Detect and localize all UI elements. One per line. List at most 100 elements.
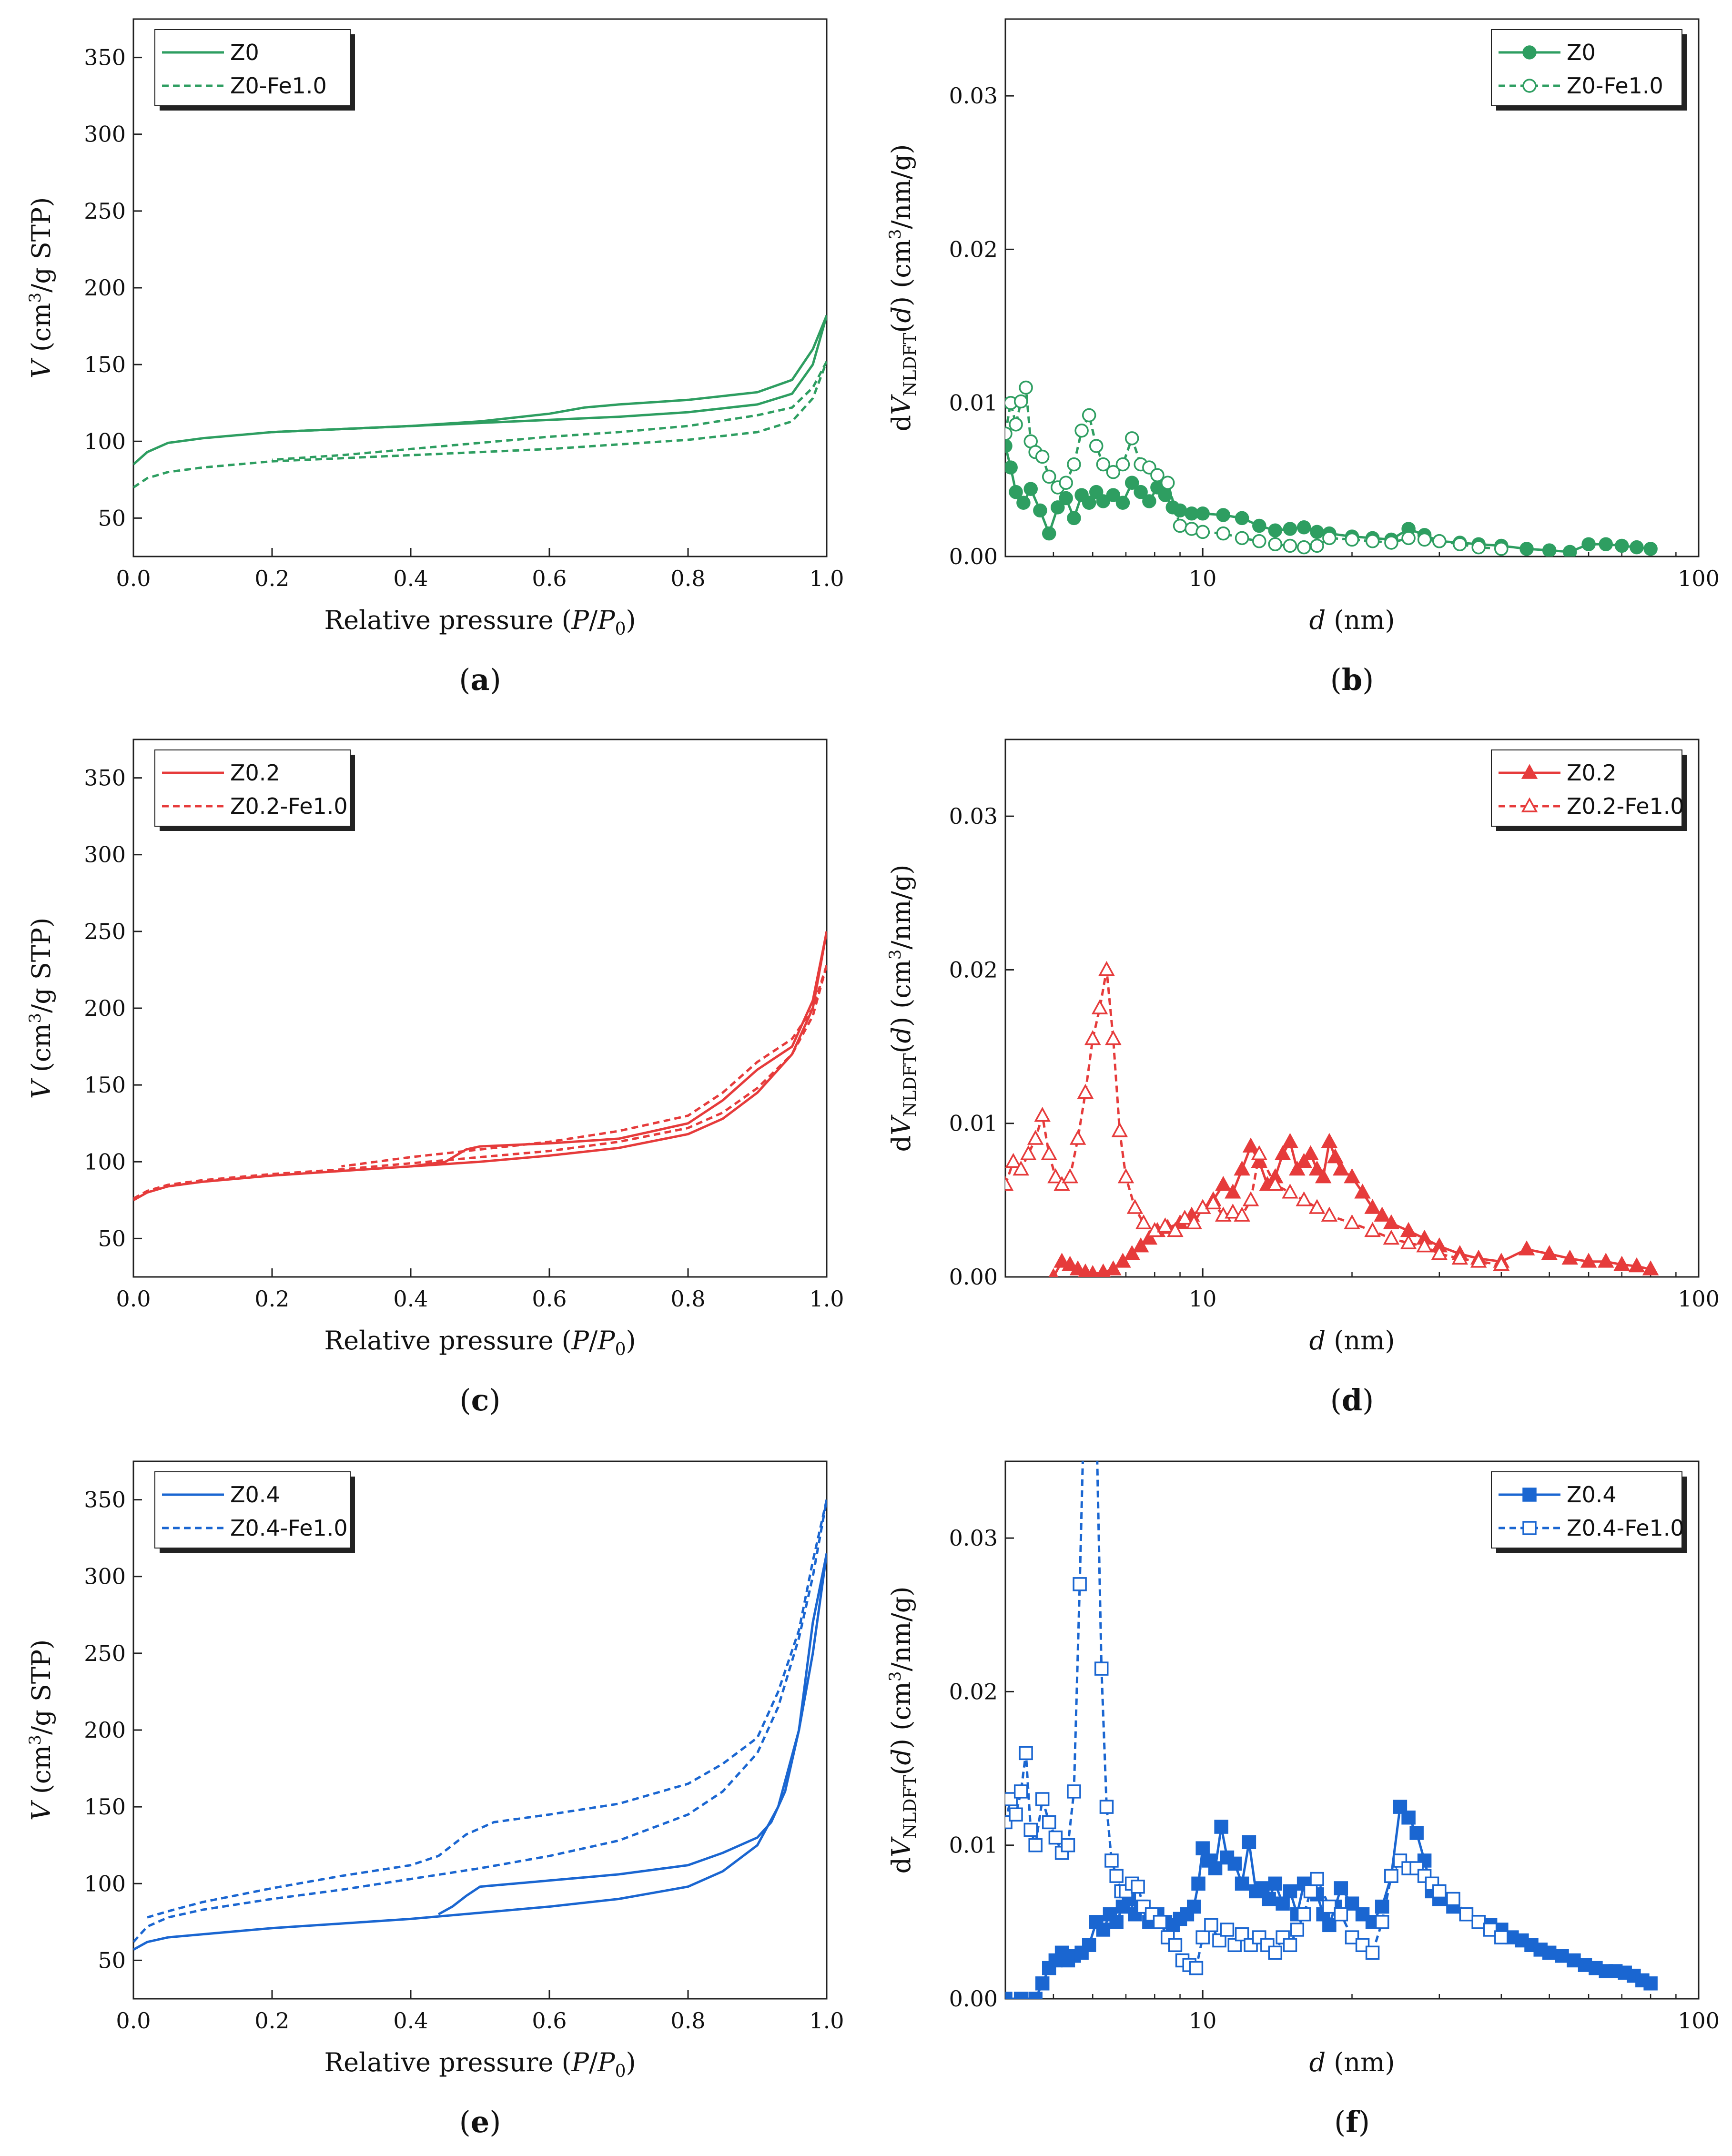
- panel-label: (c): [459, 1383, 500, 1417]
- data-point: [1168, 1938, 1183, 1952]
- y-tick-label: 350: [84, 765, 126, 791]
- legend-marker: [1522, 1488, 1537, 1502]
- data-point: [1186, 1899, 1201, 1914]
- data-point: [1098, 961, 1115, 976]
- data-point: [1375, 1899, 1389, 1914]
- panel-label: (a): [459, 662, 501, 697]
- data-point: [1059, 491, 1073, 506]
- data-point: [1282, 1184, 1298, 1199]
- x-tick-label: 0.2: [254, 1286, 289, 1312]
- x-axis-label: d (nm): [1309, 1326, 1395, 1356]
- data-point: [1204, 1918, 1218, 1933]
- legend-label: Z0.2: [230, 760, 280, 786]
- data-point: [1599, 537, 1613, 551]
- chart-panel-f: 10 100 0.00 0.01 0.02 0.03 d (nm) dVNLDFT(d) (c…: [886, 1460, 1720, 2139]
- data-point: [1268, 537, 1283, 551]
- data-point: [1283, 1884, 1297, 1899]
- data-point: [1628, 1257, 1645, 1273]
- data-point: [1459, 1907, 1474, 1922]
- data-point: [1153, 1915, 1167, 1929]
- y-tick-label: 300: [84, 121, 126, 147]
- data-point: [1109, 1915, 1124, 1929]
- y-tick-label: 0.01: [949, 1832, 998, 1858]
- data-point: [1208, 1861, 1223, 1875]
- data-point: [1251, 1145, 1268, 1160]
- data-point: [1126, 1199, 1144, 1214]
- data-point: [1096, 457, 1111, 472]
- data-point: [1630, 540, 1644, 555]
- series-z0-4-fe1-0: [1005, 1461, 1509, 1975]
- data-point: [1321, 1133, 1338, 1148]
- series-line: [410, 931, 827, 1168]
- plot-area: [133, 315, 827, 489]
- data-point: [1042, 526, 1056, 541]
- data-point: [1296, 540, 1311, 555]
- data-point: [1296, 1191, 1312, 1206]
- plot-area: [133, 931, 827, 1202]
- data-point: [1268, 1945, 1283, 1960]
- x-axis-label: Relative pressure (P/P0): [324, 2047, 636, 2081]
- data-point: [1384, 1869, 1398, 1883]
- data-point: [1383, 1229, 1400, 1245]
- data-point: [1268, 523, 1283, 537]
- data-point: [1019, 380, 1033, 395]
- data-point: [1310, 525, 1324, 539]
- x-tick-label: 0.8: [670, 2008, 705, 2034]
- data-point: [1067, 511, 1081, 526]
- data-point: [1089, 439, 1104, 453]
- y-tick-label: 300: [84, 842, 126, 868]
- series-line: [1005, 968, 1502, 1266]
- x-tick-label: 10: [1189, 2008, 1217, 2034]
- data-point: [1109, 1869, 1124, 1883]
- legend-marker: [1521, 797, 1538, 812]
- data-point: [1104, 1853, 1119, 1868]
- data-point: [1195, 525, 1210, 539]
- data-point: [1074, 423, 1089, 438]
- x-tick-label: 0.8: [670, 1286, 705, 1312]
- series-z0-adsorption: [133, 315, 827, 466]
- data-point: [1047, 1168, 1064, 1184]
- y-axis-label: V (cm3/g STP): [26, 197, 56, 379]
- data-point: [1195, 506, 1210, 521]
- data-point: [1365, 534, 1380, 548]
- data-point: [1561, 1249, 1579, 1265]
- y-tick-label: 250: [84, 919, 126, 944]
- data-point: [1364, 1199, 1381, 1214]
- data-point: [1106, 465, 1121, 479]
- data-point: [1042, 1815, 1056, 1830]
- data-point: [1212, 1933, 1226, 1948]
- x-axis-label: d (nm): [1309, 2047, 1395, 2077]
- data-point: [1451, 1249, 1469, 1265]
- y-tick-label: 50: [98, 1947, 126, 1973]
- data-point: [1005, 460, 1018, 475]
- legend-label: Z0: [1567, 40, 1596, 65]
- data-point: [1173, 518, 1187, 533]
- legend-label: Z0: [230, 40, 259, 65]
- y-tick-label: 0.00: [949, 1264, 998, 1290]
- x-tick-label: 0.2: [254, 566, 289, 591]
- x-tick-label: 10: [1189, 566, 1217, 591]
- series-z0-2-adsorption: [133, 931, 827, 1202]
- plot-area: [133, 1499, 827, 1951]
- data-point: [1518, 1240, 1535, 1255]
- data-point: [1062, 1255, 1078, 1271]
- data-point: [1242, 1835, 1256, 1850]
- x-tick-label: 0.4: [393, 1286, 428, 1312]
- data-point: [1432, 1884, 1447, 1899]
- data-point: [1563, 545, 1577, 557]
- data-point: [1555, 1949, 1569, 1963]
- series-line: [133, 931, 827, 1202]
- data-point: [1365, 1945, 1380, 1960]
- y-tick-label: 0.02: [949, 236, 998, 262]
- y-tick-label: 0.00: [949, 544, 998, 569]
- data-point: [1262, 1892, 1276, 1906]
- data-point: [1115, 457, 1130, 472]
- data-point: [1082, 496, 1096, 510]
- legend-box: [1491, 1471, 1682, 1549]
- data-point: [1344, 1168, 1360, 1184]
- series-z0-4-desorption: [437, 1553, 827, 1915]
- data-point: [1194, 1199, 1211, 1214]
- data-point: [1227, 1856, 1242, 1871]
- data-point: [1028, 1838, 1043, 1852]
- legend-box: [154, 749, 351, 827]
